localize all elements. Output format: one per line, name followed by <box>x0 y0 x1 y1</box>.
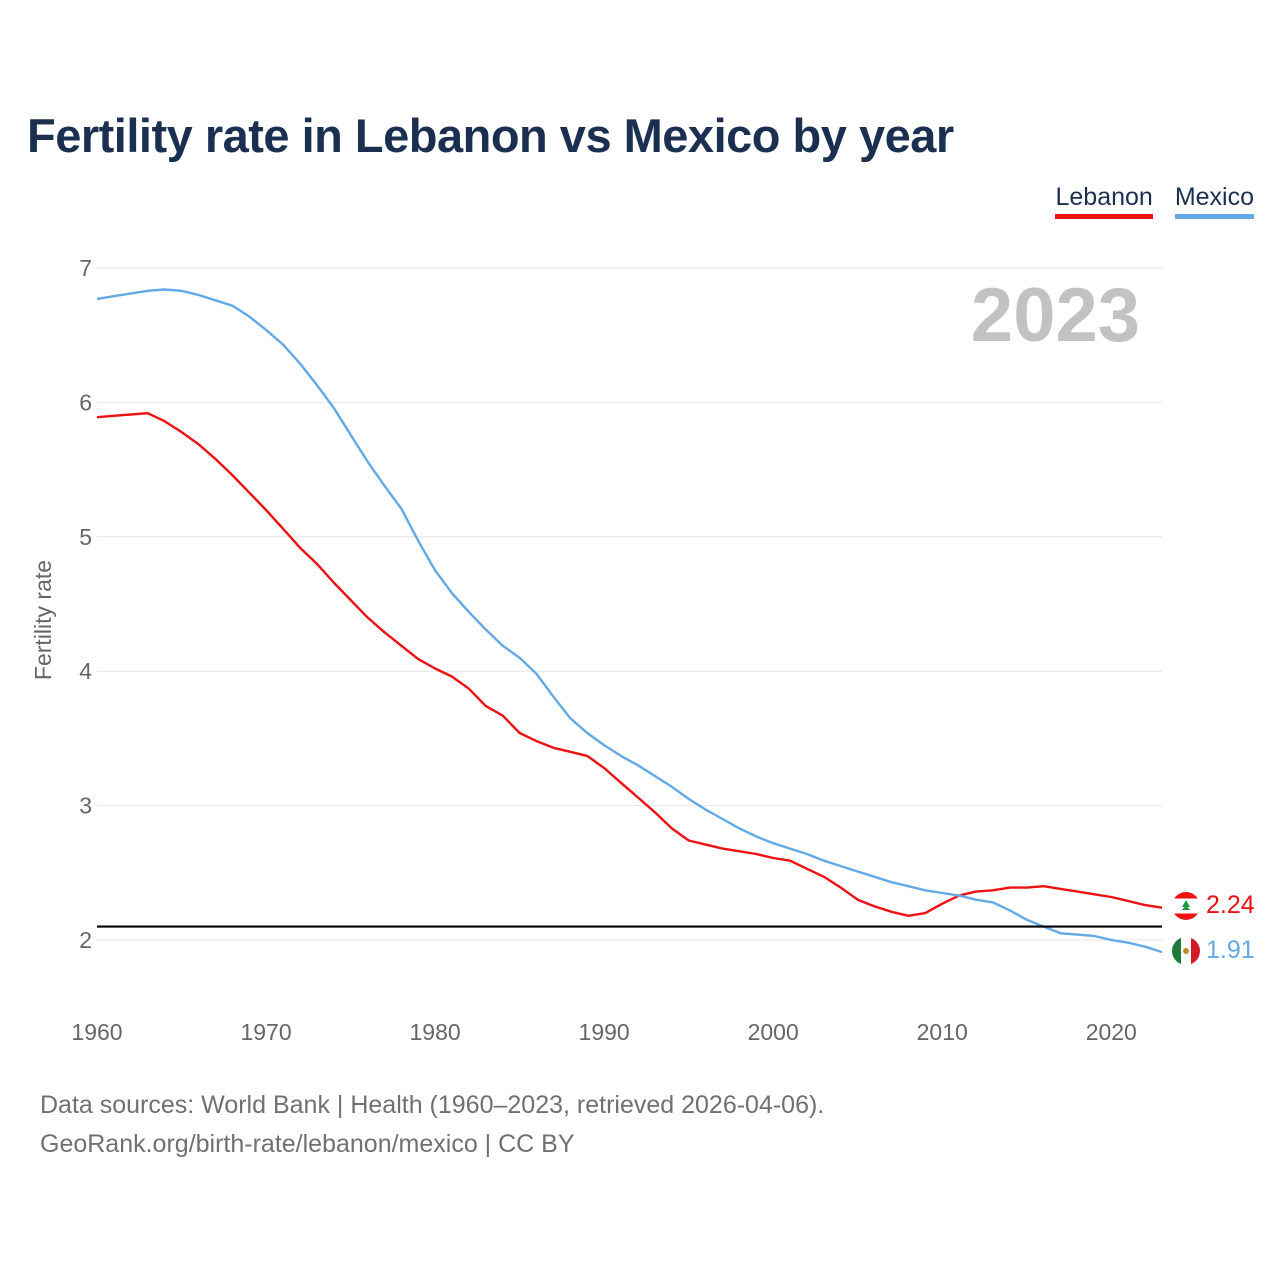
year-watermark: 2023 <box>971 273 1140 358</box>
x-tick-label-1980: 1980 <box>410 1019 461 1045</box>
y-tick-label-5: 5 <box>79 524 92 550</box>
mexico-flag-icon <box>1172 937 1200 965</box>
x-tick-label-2010: 2010 <box>917 1019 968 1045</box>
legend: Lebanon Mexico <box>1055 183 1254 219</box>
x-tick-label-1970: 1970 <box>240 1019 291 1045</box>
end-markers: 2.24 1.91 <box>1172 891 1255 965</box>
series-line-lebanon <box>96 412 1163 917</box>
y-tick-label-6: 6 <box>79 389 92 415</box>
legend-item-mexico[interactable]: Mexico <box>1174 183 1254 219</box>
x-tick-label-2020: 2020 <box>1086 1019 1137 1045</box>
x-tick-label-1990: 1990 <box>579 1019 630 1045</box>
y-tick-label-7: 7 <box>79 255 92 281</box>
data-source-text: Data sources: World Bank | Health (1960–… <box>40 1091 825 1119</box>
x-tick-label-1960: 1960 <box>71 1019 122 1045</box>
legend-item-lebanon[interactable]: Lebanon <box>1055 183 1153 219</box>
y-axis-label: Fertility rate <box>30 560 56 680</box>
chart-title: Fertility rate in Lebanon vs Mexico by y… <box>27 109 954 162</box>
mexico-end-value: 1.91 <box>1206 936 1255 964</box>
y-tick-label-3: 3 <box>79 793 92 819</box>
x-tick-label-2000: 2000 <box>748 1019 799 1045</box>
source-link-text[interactable]: GeoRank.org/birth-rate/lebanon/mexico | … <box>40 1130 575 1158</box>
y-tick-label-4: 4 <box>79 658 92 684</box>
y-axis-ticks: 2 3 4 5 6 7 <box>79 255 92 953</box>
gridlines <box>97 267 1162 941</box>
series-lines <box>96 288 1163 954</box>
x-axis-ticks: 1960 1970 1980 1990 2000 2010 2020 <box>71 1019 1136 1045</box>
series-line-mexico <box>96 288 1163 954</box>
y-tick-label-2: 2 <box>79 927 92 953</box>
footer: Data sources: World Bank | Health (1960–… <box>40 1086 824 1164</box>
lebanon-flag-icon <box>1172 892 1200 920</box>
lebanon-end-value: 2.24 <box>1206 891 1255 919</box>
